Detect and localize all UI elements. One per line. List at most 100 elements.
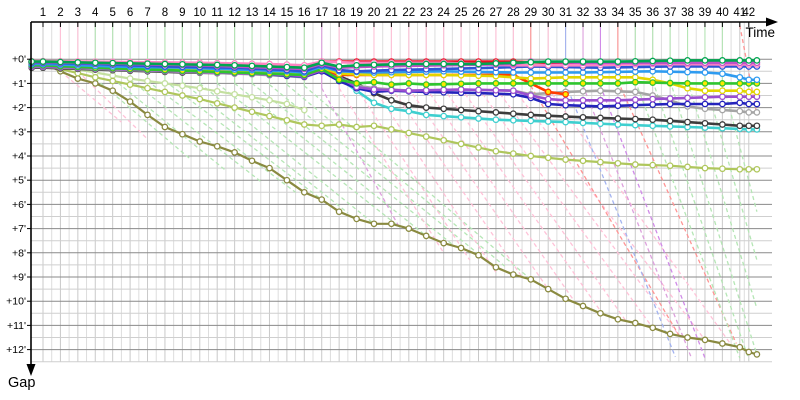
data-point (597, 158, 604, 166)
data-point (544, 88, 552, 96)
data-point (179, 60, 186, 68)
lap-line-diagonal (216, 82, 401, 228)
data-point (405, 225, 413, 232)
data-point (745, 88, 753, 96)
data-point (684, 57, 691, 64)
data-point (353, 215, 360, 223)
data-point (631, 115, 639, 123)
data-point (631, 96, 639, 104)
x-tick-label: 21 (385, 7, 398, 19)
x-tick-label: 33 (594, 7, 607, 19)
data-point (544, 118, 552, 125)
data-point (388, 61, 395, 68)
data-point (440, 80, 448, 88)
data-point (527, 69, 535, 76)
lap-line-diagonal (338, 87, 445, 254)
y-tick-label: +5' (12, 175, 26, 187)
data-point (266, 96, 273, 104)
x-tick-label: 34 (611, 7, 624, 19)
data-point (649, 161, 657, 169)
data-point (736, 99, 744, 107)
data-point (631, 161, 639, 168)
data-point (335, 121, 343, 128)
data-point (509, 150, 517, 157)
data-point (161, 88, 169, 96)
data-point (736, 73, 744, 81)
data-point (745, 165, 753, 173)
data-point (701, 80, 709, 87)
data-point (614, 80, 622, 87)
data-point (388, 126, 395, 133)
data-point (213, 61, 221, 69)
data-point (283, 100, 291, 108)
data-point (91, 59, 99, 67)
data-point (597, 96, 604, 104)
data-point (213, 142, 221, 150)
data-point (440, 112, 448, 120)
data-point (579, 113, 587, 121)
data-point (109, 59, 117, 67)
x-tick-label: 2 (57, 7, 63, 19)
data-point (736, 107, 744, 115)
lap-line-diagonal (251, 82, 453, 245)
y-axis-label: Gap (8, 375, 35, 391)
data-point (179, 130, 186, 138)
data-point (231, 90, 238, 98)
data-point (579, 119, 587, 127)
data-point (283, 116, 291, 124)
data-point (701, 336, 709, 344)
y-tick-label: +11' (7, 320, 26, 332)
data-point (492, 60, 500, 67)
data-point (527, 152, 535, 160)
data-point (266, 112, 273, 120)
data-point (422, 60, 430, 68)
x-tick-label: 35 (629, 7, 642, 19)
series-line (30, 59, 759, 69)
data-point (666, 123, 674, 130)
data-point (422, 86, 430, 94)
x-tick-label: 9 (179, 7, 185, 19)
data-point (422, 232, 430, 240)
data-point (509, 271, 517, 278)
data-point (614, 96, 622, 104)
data-point (457, 60, 465, 68)
y-tick-label: +9' (12, 272, 26, 284)
data-point (579, 157, 587, 165)
x-tick-label: 14 (263, 7, 276, 19)
data-point (231, 149, 238, 156)
data-point (719, 80, 726, 87)
data-point (283, 63, 291, 71)
data-point (39, 58, 47, 65)
data-point (684, 118, 691, 126)
data-point (544, 58, 552, 65)
data-point (196, 95, 204, 103)
data-point (544, 112, 552, 120)
x-tick-label: 11 (211, 7, 223, 19)
x-tick-label: 25 (455, 7, 468, 19)
data-point (527, 276, 535, 283)
data-point (492, 263, 500, 271)
data-point (509, 87, 517, 95)
y-tick-label: +0' (12, 54, 26, 66)
data-point (440, 60, 448, 68)
data-point (631, 88, 639, 96)
data-point (701, 164, 709, 172)
data-point (248, 62, 256, 70)
x-tick-label: 29 (524, 7, 537, 19)
data-point (335, 208, 343, 216)
data-point (74, 75, 82, 82)
y-axis-arrow (26, 364, 36, 376)
x-tick-label: 8 (162, 7, 168, 19)
lap-line-diagonal (704, 80, 758, 261)
data-point (457, 113, 465, 121)
data-point (248, 157, 256, 165)
x-tick-label: 3 (75, 7, 81, 19)
data-point (631, 57, 639, 65)
data-point (161, 60, 169, 68)
data-point (614, 102, 622, 110)
x-tick-label: 23 (420, 7, 433, 19)
data-point (649, 122, 657, 130)
lap-line-diagonal (373, 87, 497, 273)
x-tick-label: 26 (472, 7, 485, 19)
